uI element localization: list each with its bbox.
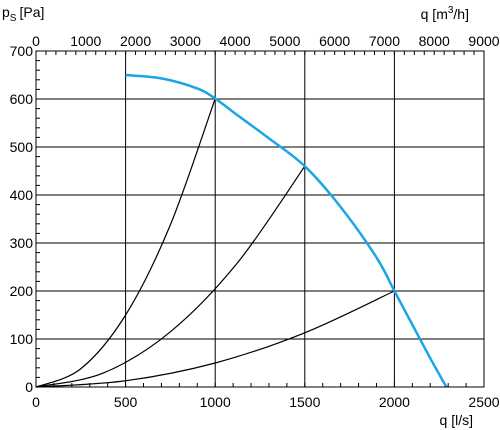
system-curve-line: [35, 165, 306, 388]
plot-frame: [35, 50, 485, 388]
y-tick-label: 600: [10, 91, 34, 107]
x-top-axis-label: q [m3/h]: [421, 5, 469, 22]
x-top-tick-label: 0: [32, 33, 40, 49]
x-top-tick-label: 2000: [120, 33, 151, 49]
y-tick-label: 700: [10, 43, 34, 59]
x-tick-label: 1000: [200, 394, 231, 410]
x-top-axis-label-main: q [m: [421, 6, 448, 22]
x-tick-label: 1500: [289, 394, 320, 410]
x-top-axis-label-rest: /h]: [453, 6, 469, 22]
x-tick-label: 500: [114, 394, 138, 410]
x-top-tick-label: 4000: [220, 33, 251, 49]
fan-curve-line: [125, 73, 448, 388]
y-tick-label: 400: [10, 187, 34, 203]
x-top-axis-label-sup: 3: [448, 5, 454, 16]
x-tick-label: 0: [32, 394, 40, 410]
x-top-tick-label: 6000: [319, 33, 350, 49]
x-tick-label: 2500: [468, 394, 499, 410]
x-bottom-axis-label: q [l/s]: [440, 412, 473, 428]
x-top-tick-label: 3000: [170, 33, 201, 49]
system-curve-line: [35, 290, 395, 388]
y-axis-label-sub: S: [10, 13, 17, 24]
x-top-tick-label: 7000: [369, 33, 400, 49]
y-tick-label: 200: [10, 283, 34, 299]
y-tick-label: 300: [10, 235, 34, 251]
y-tick-label: 0: [25, 379, 33, 395]
x-top-tick-label: 8000: [419, 33, 450, 49]
tick-labels: 0 500 1000 1500 2000 2500 0 100 200 300 400 500 600 7…: [10, 33, 500, 410]
x-top-tick-label: 5000: [269, 33, 300, 49]
grid: [35, 50, 485, 388]
y-tick-label: 500: [10, 139, 34, 155]
y-tick-label: 100: [10, 331, 34, 347]
y-axis-label-unit: [Pa]: [19, 4, 44, 20]
minor-ticks: [35, 50, 485, 388]
series: [35, 73, 448, 388]
y-axis-label: pS [Pa]: [2, 4, 44, 24]
x-top-tick-label: 1000: [70, 33, 101, 49]
x-tick-label: 2000: [379, 394, 410, 410]
y-axis-label-main: p: [2, 4, 10, 20]
system-curve-line: [35, 98, 216, 388]
x-top-tick-label: 9000: [468, 33, 499, 49]
